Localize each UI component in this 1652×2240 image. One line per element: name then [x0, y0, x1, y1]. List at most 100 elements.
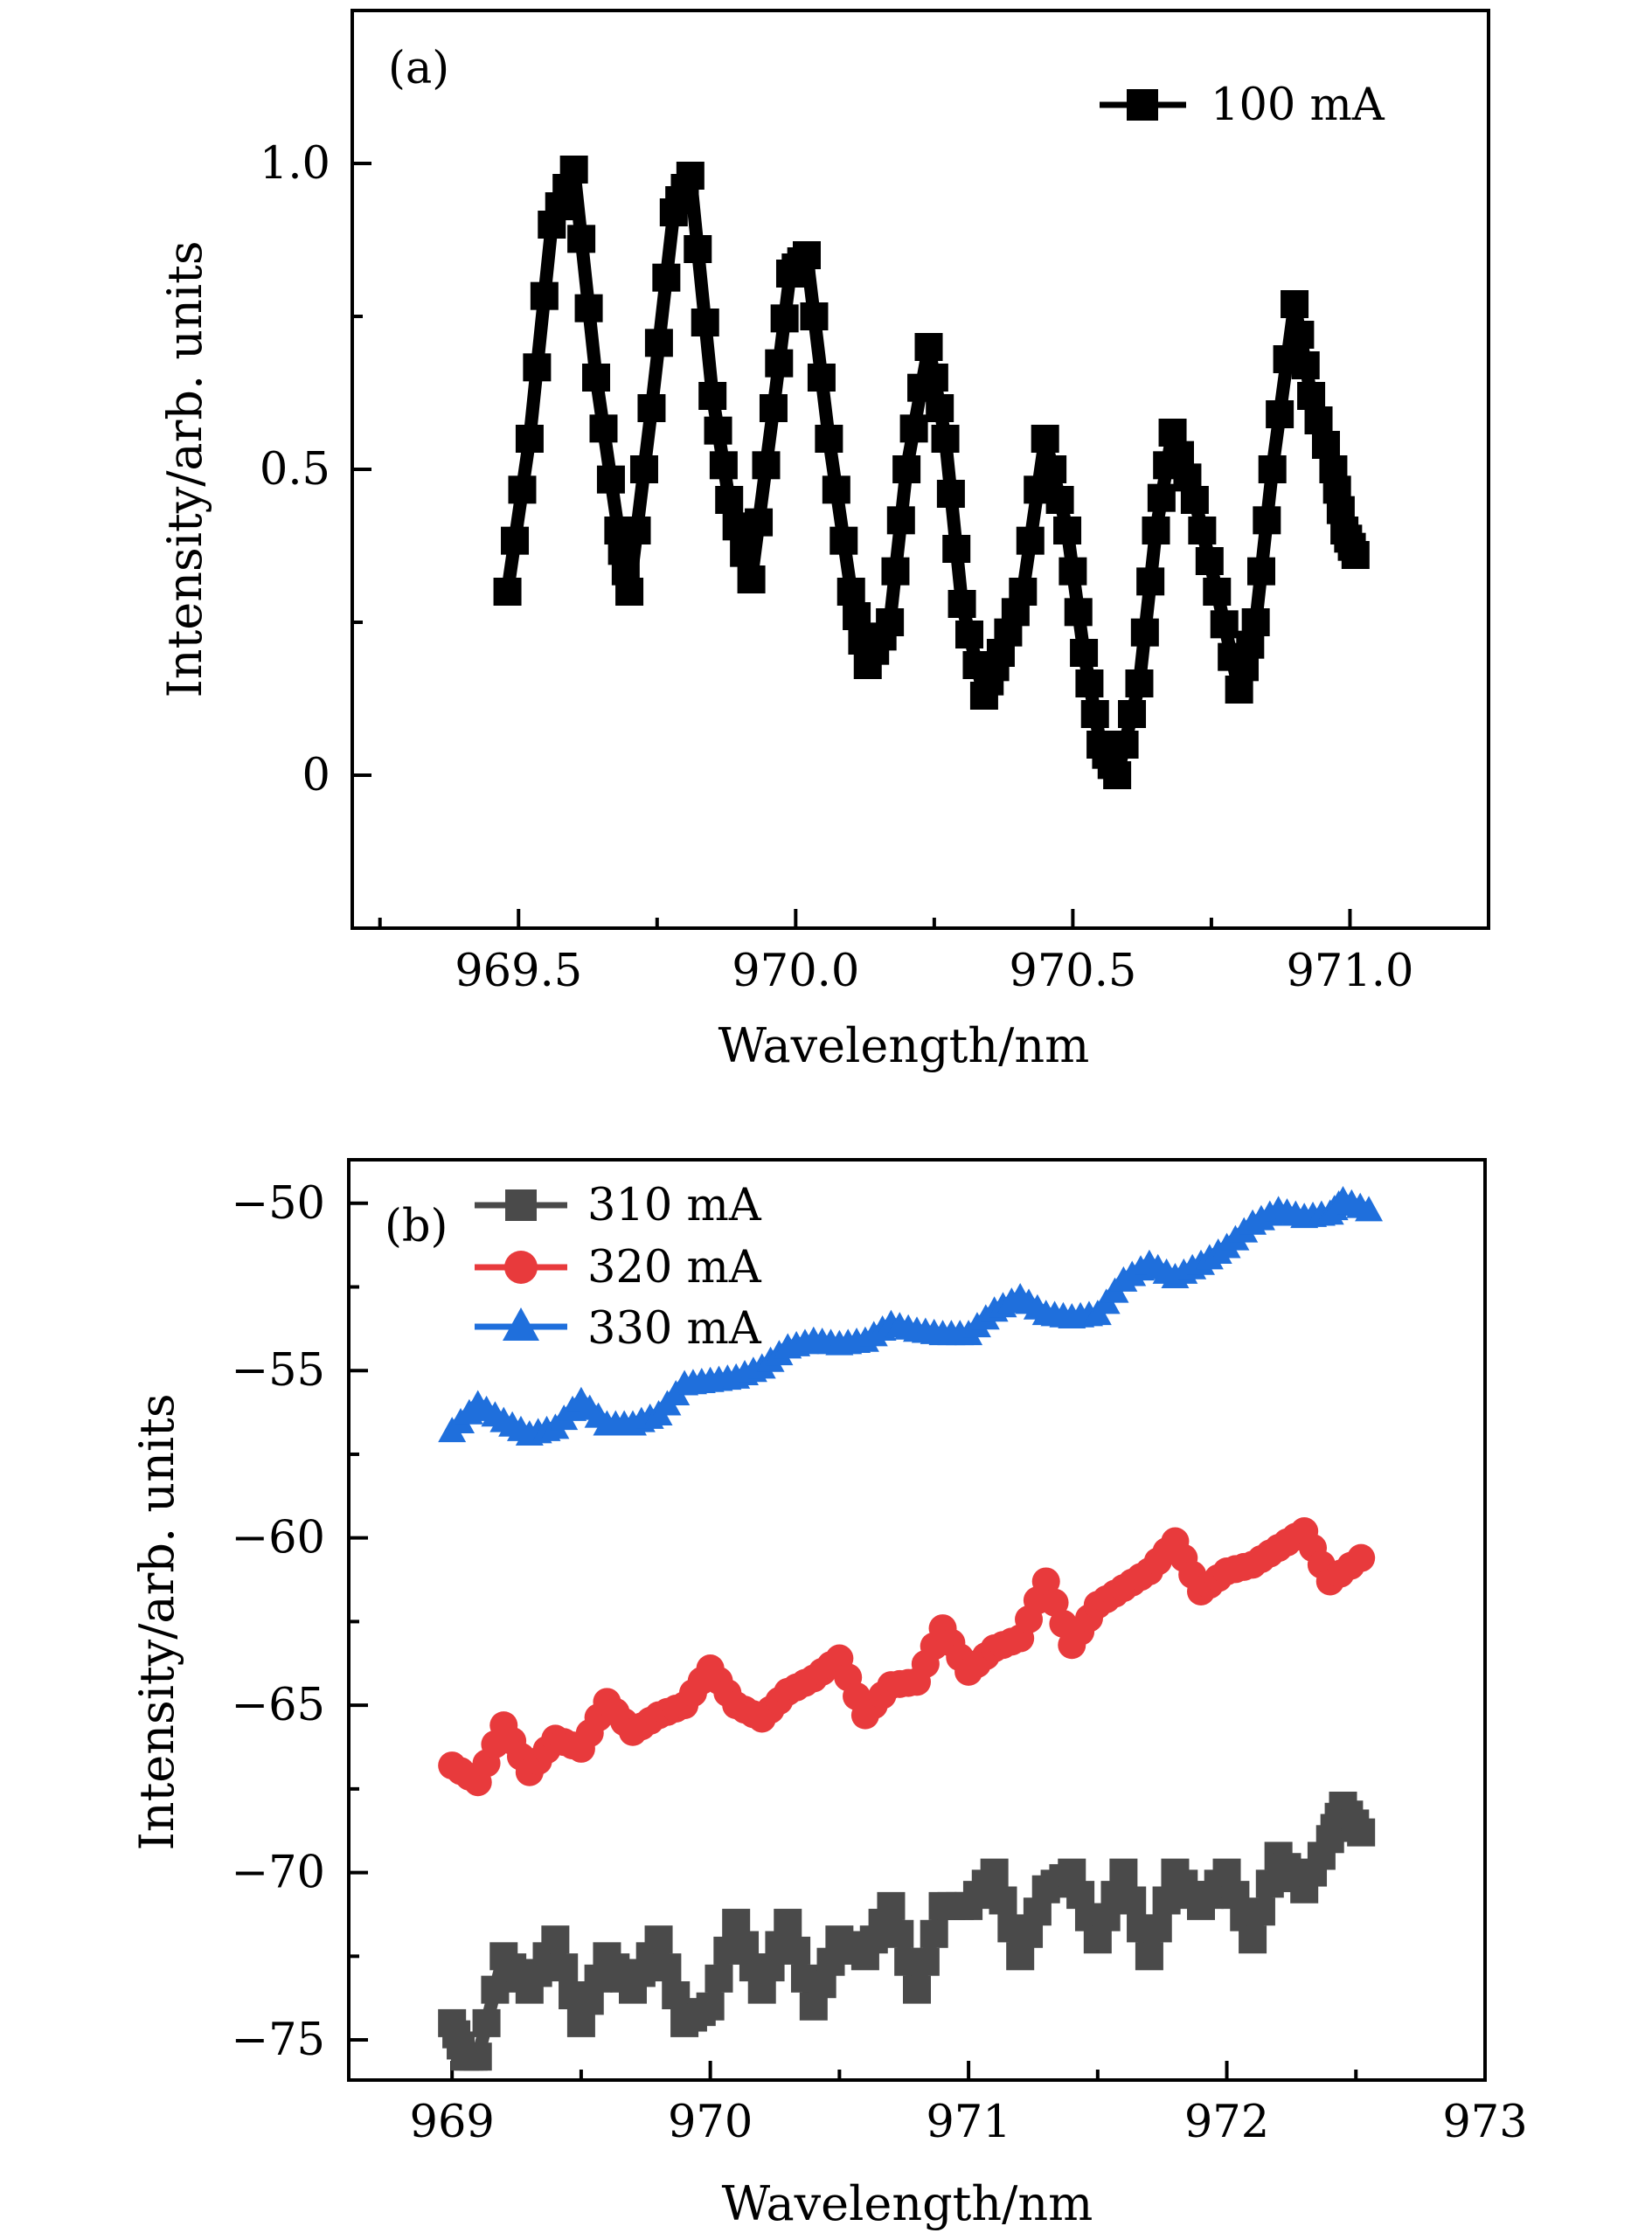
data-point-100-ma [765, 349, 794, 378]
panel-b-ylabel: Intensity/arb. units [129, 1393, 184, 1850]
data-point-100-ma [676, 162, 705, 190]
panel-b-frame [347, 1158, 1487, 2082]
data-point-310-ma [903, 1975, 931, 2004]
panel-a: (a) 100 mA 969.5 970.0 970.5 971.0 0 0.5 1.0 W… [157, 9, 1490, 1073]
data-point-310-ma [1118, 1886, 1147, 1915]
data-point-330-ma [1355, 1196, 1384, 1222]
data-point-100-ma [822, 475, 850, 504]
panel-a-ytick-label: 1.0 [260, 138, 330, 190]
data-point-100-ma [1125, 669, 1154, 697]
data-point-100-ma [1053, 517, 1082, 544]
data-point-100-ma [523, 353, 552, 382]
panel-a-ylabel: Intensity/arb. units [157, 240, 212, 697]
panel-b-legend: 310 mA 320 mA 330 mA [475, 1180, 762, 1355]
data-point-100-ma [559, 156, 588, 184]
data-point-310-ma [885, 1919, 914, 1948]
panel-b-series-310-ma [438, 1792, 1376, 2071]
legend-label-320ma: 320 mA [587, 1242, 762, 1293]
data-point-100-ma [1258, 455, 1287, 483]
data-point-100-ma [622, 517, 651, 544]
panel-b-series-320-ma [438, 1517, 1376, 1797]
data-point-100-ma [1247, 557, 1275, 586]
data-point-100-ma [1142, 517, 1170, 544]
data-point-100-ma [1103, 761, 1132, 789]
data-point-100-ma [1286, 321, 1315, 349]
data-point-310-ma [877, 1891, 906, 1920]
panel-a-frame [351, 9, 1490, 930]
data-point-100-ma [1297, 382, 1326, 410]
data-point-100-ma [886, 506, 915, 535]
data-point-100-ma [493, 578, 522, 606]
panel-a-xtick-label: 970.5 [1009, 946, 1136, 997]
panel-b-ytick-label: −55 [231, 1345, 325, 1397]
data-point-100-ma [684, 235, 712, 263]
data-point-310-ma [653, 1953, 682, 1982]
data-point-100-ma [574, 294, 603, 322]
data-point-100-ma [876, 608, 905, 636]
data-point-100-ma [1136, 567, 1165, 596]
data-point-100-ma [652, 263, 681, 292]
data-point-100-ma [936, 480, 965, 508]
data-point-310-ma [644, 1925, 673, 1954]
panel-a-ytick-label: 0.5 [260, 444, 330, 496]
panel-b-ytick-label: −65 [231, 1680, 325, 1731]
data-point-100-ma [1070, 639, 1099, 667]
data-point-100-ma [843, 602, 871, 630]
data-point-100-ma [1180, 486, 1209, 514]
data-point-100-ma [899, 414, 928, 443]
panel-b-ytick-label: −50 [231, 1178, 325, 1230]
data-point-100-ma [1291, 351, 1320, 379]
data-point-100-ma [1059, 557, 1087, 586]
data-point-100-ma [1080, 700, 1109, 728]
data-point-310-ma [774, 1909, 802, 1938]
panel-b-tick-labels: 969 970 971 972 973 −50 −55 −60 −65 −70 −75 [231, 1178, 1527, 2148]
data-point-100-ma [1266, 400, 1295, 428]
panel-b-xtick-label: 973 [1442, 2097, 1527, 2148]
data-point-100-ma [1188, 517, 1217, 544]
data-point-100-ma [1118, 700, 1147, 728]
legend-marker-330ma [503, 1307, 539, 1341]
legend-label-330ma: 330 mA [587, 1303, 762, 1355]
legend-marker-320ma [504, 1251, 538, 1284]
data-point-100-ma [892, 455, 921, 483]
panel-b-xtick-label: 971 [926, 2097, 1010, 2148]
data-point-100-ma [530, 281, 559, 310]
data-point-100-ma [1253, 506, 1281, 535]
data-point-100-ma [615, 578, 644, 606]
data-point-100-ma [589, 414, 618, 443]
legend-marker-310ma [505, 1189, 537, 1221]
data-point-100-ma [1203, 578, 1232, 606]
data-point-320-ma [1347, 1543, 1376, 1572]
panel-b-series-330-ma [438, 1185, 1384, 1446]
data-point-100-ma [715, 486, 744, 514]
data-point-310-ma [463, 2042, 492, 2071]
data-point-100-ma [508, 475, 537, 504]
data-point-310-ma [1246, 1897, 1275, 1926]
data-point-100-ma [582, 364, 611, 392]
data-point-100-ma [1341, 541, 1370, 569]
data-point-100-ma [829, 526, 858, 555]
data-point-310-ma [1239, 1925, 1267, 1954]
data-point-100-ma [815, 425, 843, 453]
panel-a-xtick-label: 970.0 [732, 946, 859, 997]
data-point-100-ma [629, 455, 658, 483]
data-point-100-ma [515, 425, 544, 453]
panel-b-tag: (b) [385, 1201, 448, 1252]
data-point-100-ma [931, 425, 960, 453]
data-point-100-ma [926, 394, 954, 422]
panel-a-xtick-label: 969.5 [455, 946, 582, 997]
panel-b-ytick-label: −70 [231, 1848, 325, 1899]
data-point-100-ma [1110, 731, 1139, 759]
data-point-310-ma [1135, 1942, 1163, 1971]
panel-b-data [438, 1185, 1384, 2071]
data-point-100-ma [1304, 406, 1333, 434]
data-point-100-ma [770, 304, 799, 333]
data-point-100-ma [1241, 608, 1270, 636]
data-point-100-ma [730, 538, 759, 567]
panel-a-xtick-label: 971.0 [1286, 946, 1413, 997]
data-point-310-ma [980, 1858, 1009, 1887]
data-point-100-ma [698, 382, 727, 410]
data-point-310-ma [1143, 1914, 1172, 1943]
panel-a-tag: (a) [388, 43, 449, 94]
